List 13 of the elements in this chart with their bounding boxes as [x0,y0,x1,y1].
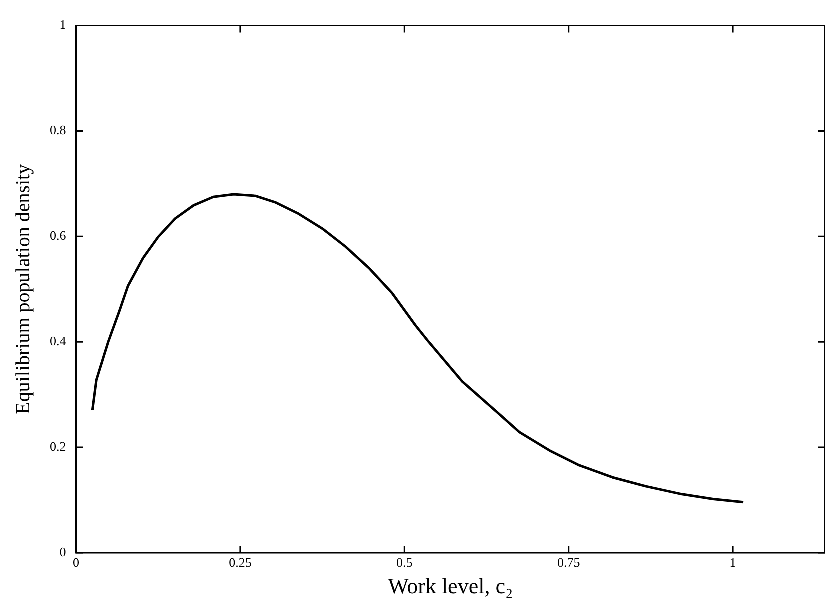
x-tick-label: 0.75 [557,555,580,570]
x-tick-label: 0.25 [229,555,252,570]
y-tick-label: 0.4 [50,334,67,349]
y-tick-label: 0.8 [50,122,66,138]
x-tick-label: 0.5 [396,555,413,570]
y-tick-label: 0.6 [50,228,67,244]
x-tick-label: 0 [73,555,80,570]
y-tick-label: 0.2 [50,438,66,454]
x-axis-title: Work level, c₂ [388,574,514,599]
y-axis-title: Equilibrium population density [12,164,34,414]
y-tick-label: 0 [60,544,66,560]
x-tick-label: 1 [730,555,736,570]
y-tick-label: 1 [60,17,66,32]
